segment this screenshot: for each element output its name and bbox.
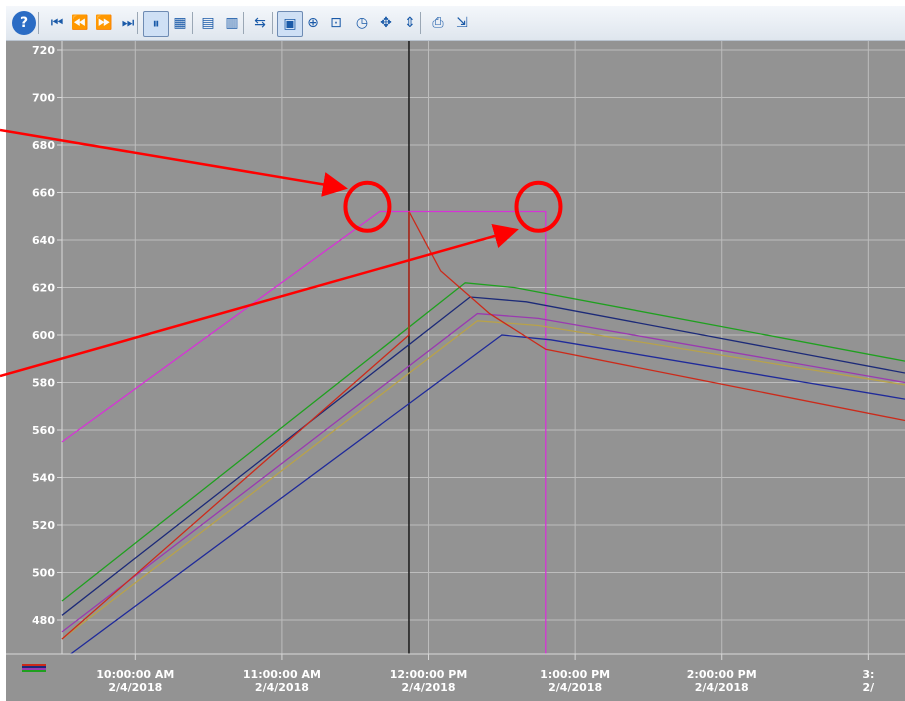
series-line-5 bbox=[61, 320, 905, 640]
y-tick-label: 640 bbox=[32, 234, 55, 247]
annotation-circle bbox=[343, 180, 392, 233]
x-tick-date: 2/4/2018 bbox=[402, 681, 456, 694]
annotation-circle bbox=[514, 180, 563, 233]
zoom-in-icon: ⊕ bbox=[307, 15, 319, 31]
x-tick-date: 2/ bbox=[863, 681, 876, 694]
toolbar-separator bbox=[192, 12, 193, 34]
x-tick-date: 2/4/2018 bbox=[548, 681, 602, 694]
toolbar-separator bbox=[272, 12, 273, 34]
annotation-arrow bbox=[0, 223, 519, 378]
value-axis-icon: ⇕ bbox=[404, 15, 416, 31]
trend-toolbar: ? ⏮ ⏪ ⏩ ⏭ ⏸ ▦ ▤ ▥ ⇆ ▣ ⊕ ⊡ ◷ ✥ ⇕ ⎙ ⇲ bbox=[6, 6, 905, 41]
trend-left-icon: ▤ bbox=[201, 15, 215, 31]
back-button[interactable]: ⏪ bbox=[68, 11, 92, 35]
zoom-area-button[interactable]: ▣ bbox=[277, 11, 303, 37]
x-tick-label: 1:00:00 PM bbox=[540, 668, 610, 681]
toolbar-separator bbox=[243, 12, 244, 34]
legend-swatch bbox=[22, 664, 46, 666]
fast-forward-icon: ⏩ bbox=[95, 15, 113, 31]
y-tick-label: 660 bbox=[32, 187, 55, 200]
y-tick-label: 620 bbox=[32, 282, 55, 295]
move-button[interactable]: ✥ bbox=[374, 11, 398, 35]
x-tick-label: 11:00:00 AM bbox=[243, 668, 321, 681]
x-tick-label: 2:00:00 PM bbox=[687, 668, 757, 681]
zoom-in-button[interactable]: ⊕ bbox=[301, 11, 325, 35]
x-tick-label: 3: bbox=[862, 668, 874, 681]
x-axis-band bbox=[6, 654, 905, 701]
toolbar-separator bbox=[38, 12, 39, 34]
x-tick-date: 2/4/2018 bbox=[255, 681, 309, 694]
skip-first-icon: ⏮ bbox=[50, 15, 64, 31]
y-tick-label: 500 bbox=[32, 567, 55, 580]
grid-settings-button[interactable]: ▦ bbox=[168, 11, 192, 35]
x-tick-label: 12:00:00 PM bbox=[390, 668, 468, 681]
y-tick-label: 560 bbox=[32, 424, 55, 437]
help-icon: ? bbox=[19, 15, 29, 31]
y-tick-label: 600 bbox=[32, 329, 55, 342]
legend-swatch bbox=[22, 668, 46, 670]
prev-trend-button[interactable]: ▤ bbox=[196, 11, 220, 35]
zoom-area-icon: ▣ bbox=[283, 16, 297, 32]
x-tick-label: 10:00:00 AM bbox=[96, 668, 174, 681]
x-tick-date: 2/4/2018 bbox=[108, 681, 162, 694]
plot-area bbox=[6, 41, 905, 654]
ruler-button[interactable]: ⇆ bbox=[248, 11, 272, 35]
trend-right-icon: ▥ bbox=[225, 15, 239, 31]
export-button[interactable]: ⇲ bbox=[450, 11, 474, 35]
move-icon: ✥ bbox=[380, 15, 392, 31]
time-range-button[interactable]: ◷ bbox=[350, 11, 374, 35]
axis-scale-button[interactable]: ⇕ bbox=[398, 11, 422, 35]
forward-button[interactable]: ⏩ bbox=[92, 11, 116, 35]
export-icon: ⇲ bbox=[456, 15, 468, 31]
legend-swatch bbox=[22, 670, 46, 672]
toolbar-separator bbox=[137, 12, 138, 34]
grid-icon: ▦ bbox=[173, 15, 187, 31]
y-tick-label: 540 bbox=[32, 472, 55, 485]
y-tick-label: 480 bbox=[32, 614, 55, 627]
last-button[interactable]: ⏭ bbox=[116, 11, 140, 35]
skip-last-icon: ⏭ bbox=[121, 15, 135, 31]
y-tick-label: 580 bbox=[32, 377, 55, 390]
series-line-1 bbox=[61, 210, 547, 668]
y-tick-label: 700 bbox=[32, 92, 55, 105]
x-tick-date: 2/4/2018 bbox=[695, 681, 749, 694]
series-line-3 bbox=[61, 296, 905, 616]
pause-button[interactable]: ⏸ bbox=[143, 11, 169, 37]
rewind-icon: ⏪ bbox=[71, 15, 89, 31]
next-trend-button[interactable]: ▥ bbox=[220, 11, 244, 35]
help-button[interactable]: ? bbox=[12, 11, 36, 35]
original-view-button[interactable]: ⊡ bbox=[324, 11, 348, 35]
y-tick-label: 720 bbox=[32, 44, 55, 57]
y-tick-label: 520 bbox=[32, 519, 55, 532]
clock-icon: ◷ bbox=[355, 15, 369, 31]
reset-view-icon: ⊡ bbox=[330, 15, 342, 31]
y-tick-label: 680 bbox=[32, 139, 55, 152]
series-line-4 bbox=[61, 312, 905, 633]
legend-swatch bbox=[22, 666, 46, 668]
series-line-2 bbox=[61, 282, 905, 602]
annotation-arrow bbox=[0, 128, 348, 197]
first-button[interactable]: ⏮ bbox=[45, 11, 69, 35]
ruler-icon: ⇆ bbox=[254, 15, 266, 31]
print-button[interactable]: ⎙ bbox=[426, 11, 450, 35]
toolbar-separator bbox=[420, 12, 421, 34]
pause-icon: ⏸ bbox=[152, 16, 160, 32]
print-icon: ⎙ bbox=[432, 15, 444, 31]
series-line-7 bbox=[61, 211, 905, 640]
